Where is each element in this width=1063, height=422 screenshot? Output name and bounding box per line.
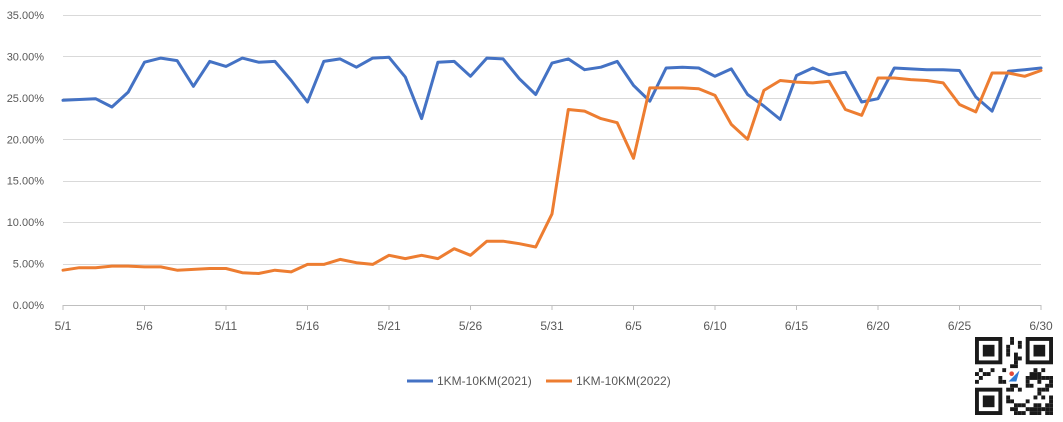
x-tick-label: 5/16 (296, 319, 320, 333)
y-tick-label: 25.00% (7, 93, 45, 105)
y-tick-label: 5.00% (13, 259, 44, 271)
y-tick-label: 35.00% (7, 10, 45, 22)
x-tick-label: 5/26 (459, 319, 483, 333)
y-tick-label: 30.00% (7, 51, 45, 63)
y-axis-tick-labels: 0.00% 5.00% 10.00% 15.00% 20.00% 25.00% 30.00%… (7, 10, 45, 312)
x-tick-label: 6/5 (625, 319, 642, 333)
x-tick-label: 6/15 (785, 319, 809, 333)
legend: 1KM-10KM(2021) 1KM-10KM(2022) (407, 374, 671, 388)
series-lines (61, 55, 1043, 275)
x-tick-label: 6/10 (703, 319, 727, 333)
legend-label: 1KM-10KM(2022) (576, 374, 671, 388)
legend-label: 1KM-10KM(2021) (437, 374, 532, 388)
x-tick-label: 5/31 (540, 319, 564, 333)
x-tick-label: 6/30 (1029, 319, 1053, 333)
series-line-2 (61, 69, 1043, 275)
x-tick-label: 5/6 (136, 319, 153, 333)
x-tick-label: 6/25 (948, 319, 972, 333)
y-tick-label: 15.00% (7, 176, 45, 188)
y-tick-label: 20.00% (7, 134, 45, 146)
x-axis-tick-labels: 5/1 5/6 5/11 5/16 5/21 5/26 5/31 6/5 6/10 6/15 6/2… (55, 305, 1053, 333)
gridlines (63, 15, 1041, 306)
qr-code-image (973, 335, 1055, 417)
x-tick-label: 6/20 (866, 319, 890, 333)
y-tick-label: 10.00% (7, 217, 45, 229)
series-points-2 (62, 69, 1043, 275)
x-tick-label: 5/21 (377, 319, 401, 333)
series-line-1 (61, 55, 1043, 121)
x-tick-label: 5/1 (55, 319, 72, 333)
x-tick-label: 5/11 (215, 319, 238, 333)
y-tick-label: 0.00% (13, 300, 44, 312)
